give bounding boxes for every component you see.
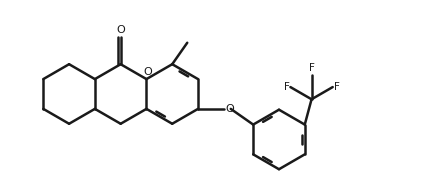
Text: O: O xyxy=(225,104,234,114)
Text: F: F xyxy=(334,82,340,92)
Text: O: O xyxy=(116,25,125,35)
Text: F: F xyxy=(284,82,290,92)
Text: F: F xyxy=(309,63,315,73)
Text: O: O xyxy=(143,67,152,77)
